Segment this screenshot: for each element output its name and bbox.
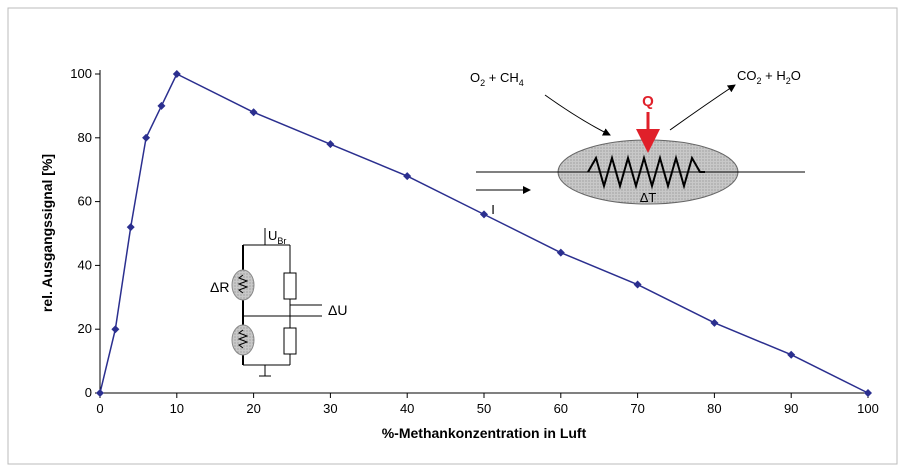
data-point [480,210,488,219]
subscript: 2 [757,76,762,86]
series-line [99,72,869,394]
y-axis-label: rel. Ausgangssignal [%] [39,154,55,312]
delta-r-label: ΔR [210,279,229,295]
data-point [142,133,151,142]
frame [7,7,898,465]
x-tick-label: 60 [554,401,568,416]
x-tick-label: 100 [857,401,879,416]
heat-label: Q [642,93,654,110]
y-tick-label: 20 [78,321,92,336]
data-point [326,140,335,149]
text-part: O [470,70,480,85]
delta-u-label: ΔU [328,302,347,318]
x-tick-label: 0 [96,401,103,416]
text-part: CO [737,68,757,83]
subscript: 2 [786,76,791,86]
x-tick-label: 50 [477,401,491,416]
data-point [126,223,135,232]
data-point [710,318,719,327]
data-point [157,101,166,110]
x-tick-label: 30 [323,401,337,416]
y-tick-label: 40 [78,257,92,272]
x-tick-label: 10 [170,401,184,416]
subscript: 4 [519,78,524,88]
bridge-voltage-label: UBr [268,228,286,246]
text-part: + H [762,68,786,83]
data-point [172,70,181,78]
y-tick-label: 100 [70,66,92,81]
data-point [787,350,796,359]
y-tick-label: 80 [78,130,92,145]
current-label: I [491,202,495,217]
text-part: U [268,228,277,243]
x-tick-label: 20 [246,401,260,416]
reaction-diagram [476,84,805,205]
text-part: O [791,68,801,83]
data-point [249,108,258,117]
data-point [864,389,872,397]
x-tick-label: 40 [400,401,414,416]
delta-t-label: ΔT [640,190,657,205]
data-point [556,248,565,257]
subscript: Br [277,236,286,246]
x-tick-label: 80 [707,401,721,416]
data-point [633,280,642,289]
reaction-output: CO2 + H2O [737,68,801,86]
x-axis-label: %-Methankonzentration in Luft [382,425,587,441]
y-tick-label: 60 [78,194,92,209]
x-tick-label: 70 [630,401,644,416]
y-tick-label: 0 [85,385,92,400]
subscript: 2 [480,78,485,88]
text-part: + CH [485,70,519,85]
data-point [403,172,412,181]
x-tick-label: 90 [784,401,798,416]
reaction-input: O2 + CH4 [470,70,524,88]
bridge-circuit [231,228,322,377]
data-point [111,325,120,334]
data-point [96,389,104,397]
